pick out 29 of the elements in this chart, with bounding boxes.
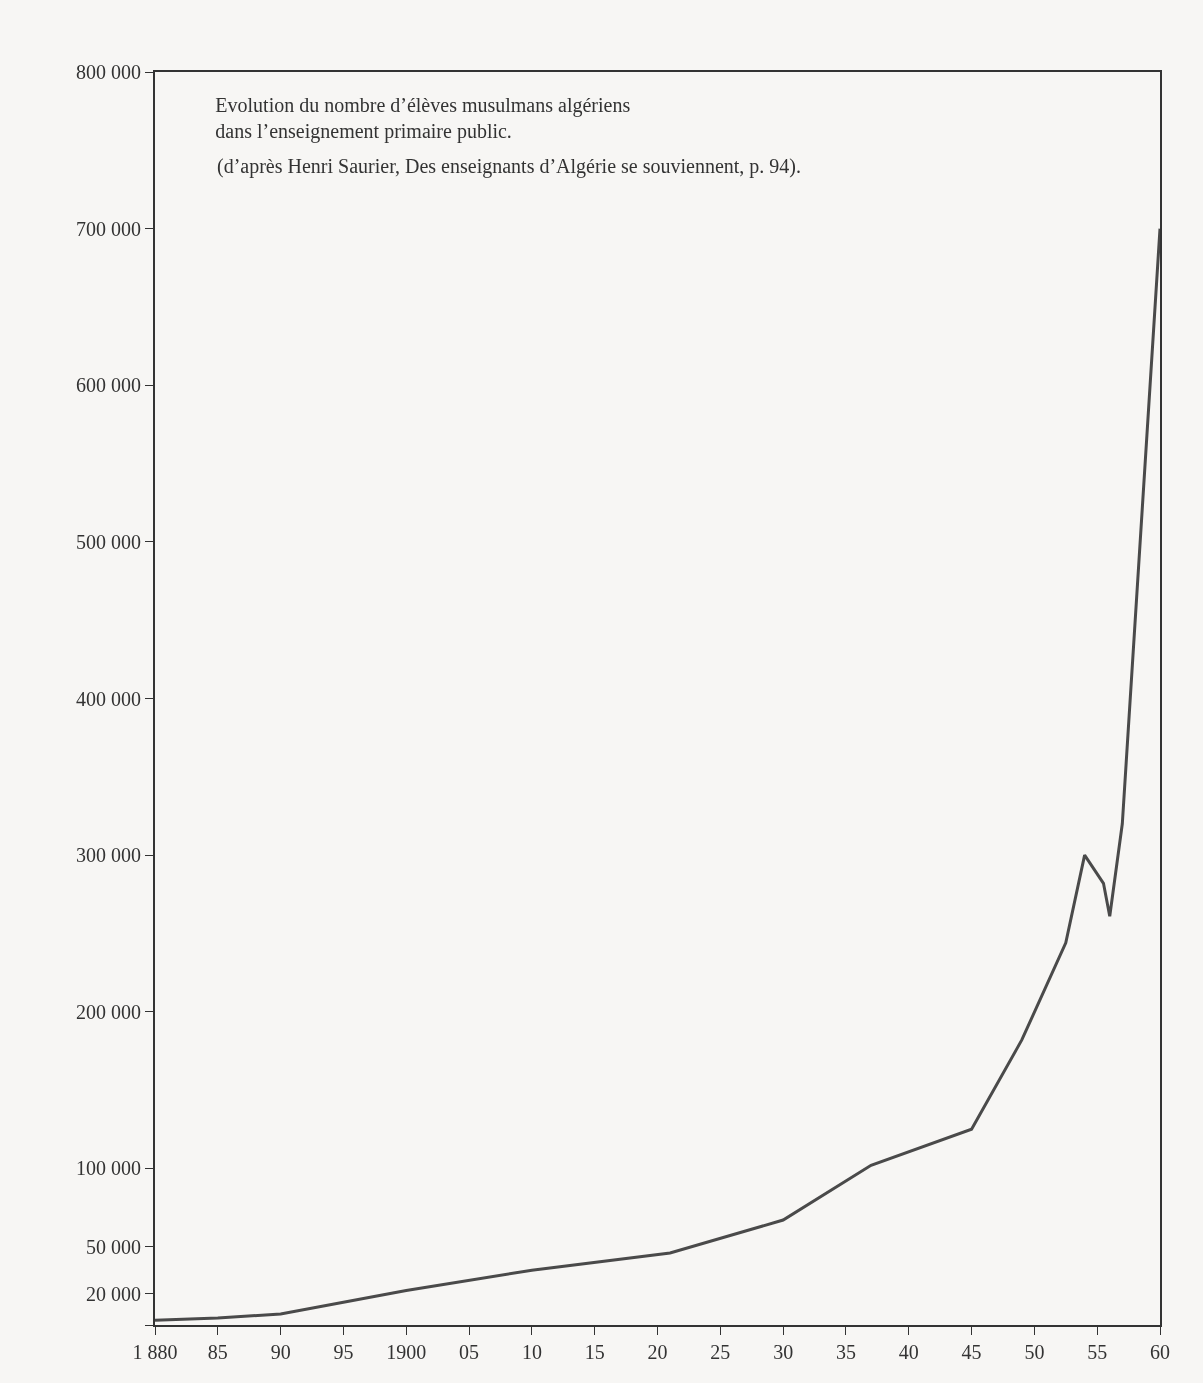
x-tick-label: 10 [521,1341,542,1363]
annotation: (d’après Henri Saurier, Des enseignants d’Algérie se souviennent, p. 94). [217,155,802,178]
y-tick-label: 300 000 [76,844,141,867]
y-tick-label: 700 000 [76,217,141,240]
x-tick-label: 30 [773,1341,794,1363]
y-tick-label: 600 000 [76,374,141,397]
x-tick-label: 90 [270,1341,291,1363]
x-tick-label: 25 [710,1341,731,1363]
x-tick-label: 85 [207,1341,228,1363]
x-tick-label: 60 [1150,1341,1170,1363]
x-tick-label: 45 [961,1341,982,1363]
x-tick-label: 35 [835,1341,856,1363]
x-tick-label: 1 880 [132,1341,178,1363]
y-tick-label: 500 000 [76,530,141,553]
x-tick-label: 50 [1024,1341,1045,1363]
x-tick-label: 95 [333,1341,354,1363]
x-tick-label: 40 [898,1341,919,1363]
y-tick-label: 20 000 [86,1282,141,1305]
x-tick-label: 05 [459,1341,480,1363]
x-tick-label: 20 [647,1341,668,1363]
y-tick-label: 50 000 [86,1235,141,1258]
x-tick-label: 1900 [386,1341,427,1363]
y-tick-label: 400 000 [76,687,141,710]
text: Evolution du nombre d’élèves musulmans algériens dans l’enseignement primaire public. [215,94,631,144]
x-tick-label: 55 [1087,1341,1108,1363]
y-tick-label: 800 000 [76,61,141,83]
y-tick-label: 100 000 [76,1157,141,1180]
y-tick-label: 200 000 [76,1000,141,1023]
x-tick-label: 15 [584,1341,605,1363]
